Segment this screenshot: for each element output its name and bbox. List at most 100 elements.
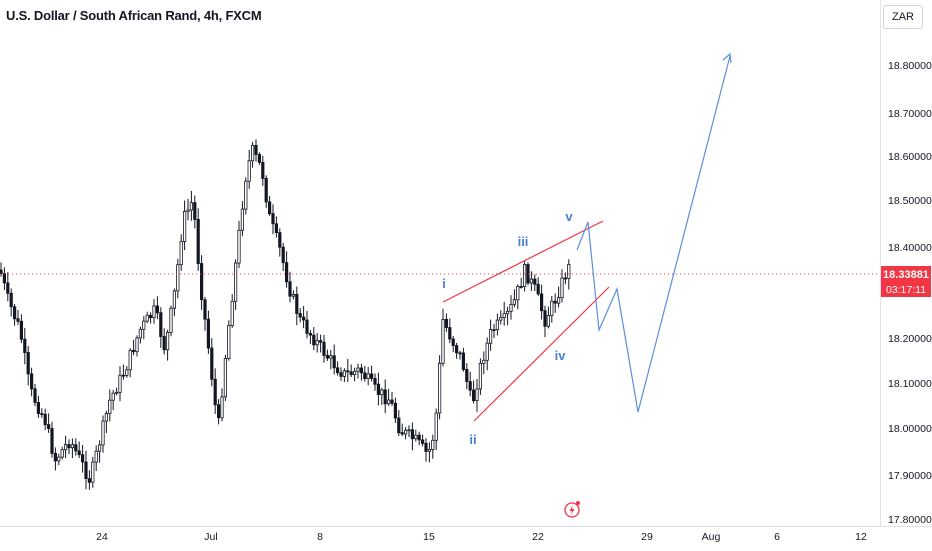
candle-body [98,444,102,452]
candle-body [267,201,272,215]
candle-body [325,354,330,359]
candle-body [356,367,360,372]
price-tick: 17.80000 [888,514,932,526]
candle-body [40,413,44,416]
candle-body [298,313,302,318]
candle-body [318,340,323,343]
candle-body [230,300,234,326]
candle-body [84,461,88,480]
lightning-event-icon[interactable] [563,500,581,518]
wave-label-iii[interactable]: iii [517,234,529,249]
candle-body [366,373,370,379]
candle-body [386,399,391,405]
candle-body [47,424,51,429]
candle-body [176,264,180,292]
candle-body [108,399,112,415]
candle-body [546,315,551,327]
candle-body [567,263,571,279]
candle-body [74,444,78,452]
candle-body [152,305,156,318]
candle-body [471,389,476,402]
candle-body [301,316,306,321]
candle-body [342,370,347,377]
candle-body [193,202,197,220]
candle-body [451,338,455,346]
candle-body [223,358,227,398]
candle-body [233,262,238,302]
candle-body [57,456,61,462]
candle-body [6,282,10,294]
wave-label-iv[interactable]: iv [554,348,566,363]
candle-body [87,478,91,483]
time-tick: 12 [855,531,867,543]
candle-body [138,328,142,339]
projection-arrowhead [722,52,732,64]
candle-body [148,314,153,318]
candle-body [131,349,136,353]
candle-body [523,264,527,288]
candle-body [332,355,336,369]
candle-body [210,347,214,380]
price-tick: 18.60000 [888,151,932,163]
candle-body [519,286,523,288]
projection-path[interactable] [576,55,731,413]
candle-body [206,318,210,349]
candle-body [414,434,418,440]
candle-body [67,444,71,449]
candle-body [60,449,64,458]
candle-body [315,340,319,346]
candle-body [410,429,415,440]
price-tick: 18.10000 [888,378,932,390]
wedge-lower-line[interactable] [473,286,610,422]
wedge-upper-line[interactable] [442,220,604,303]
candle-body [563,277,568,280]
candle-body [437,362,442,414]
candle-body [383,389,387,405]
candle-body [257,154,262,163]
price-scale[interactable] [880,0,932,526]
candle-body [162,336,166,351]
price-tick: 18.00000 [888,423,932,435]
wave-label-v[interactable]: v [565,209,573,224]
candle-body [509,303,513,312]
candle-body [29,373,34,390]
time-axis[interactable] [0,526,932,551]
candle-body [186,209,190,212]
candle-body [536,283,540,295]
candle-body [179,240,183,265]
candle-body [172,290,176,309]
candle-body [502,313,506,318]
candle-body [19,320,24,340]
price-tick: 18.40000 [888,242,932,254]
candle-body [407,429,411,432]
candle-body [64,444,68,451]
candle-body [431,439,435,450]
candle-body [278,232,282,248]
candle-body [101,420,105,446]
currency-button[interactable]: ZAR [883,5,923,29]
price-chart[interactable] [0,0,880,526]
candle-body [505,310,510,315]
candle-body [203,299,207,320]
bar-countdown: 03:17:11 [881,283,931,297]
candle-body [380,389,384,396]
price-tick: 17.90000 [888,470,932,482]
candle-body [420,439,425,444]
candle-body [50,428,54,454]
candle-body [145,314,149,322]
candle-body [454,345,459,354]
candle-body [43,413,47,426]
candle-body [240,208,244,231]
candle-body [254,144,258,155]
candle-body [284,262,289,283]
wave-label-i[interactable]: i [442,276,446,291]
candle-body [475,388,479,402]
candle-body [165,331,170,351]
candlestick-series [0,139,571,490]
candle-body [2,273,7,284]
candle-body [329,355,333,359]
candle-body [346,370,350,373]
candle-body [182,211,187,242]
wave-label-ii[interactable]: ii [469,432,477,447]
candle-body [427,448,432,452]
